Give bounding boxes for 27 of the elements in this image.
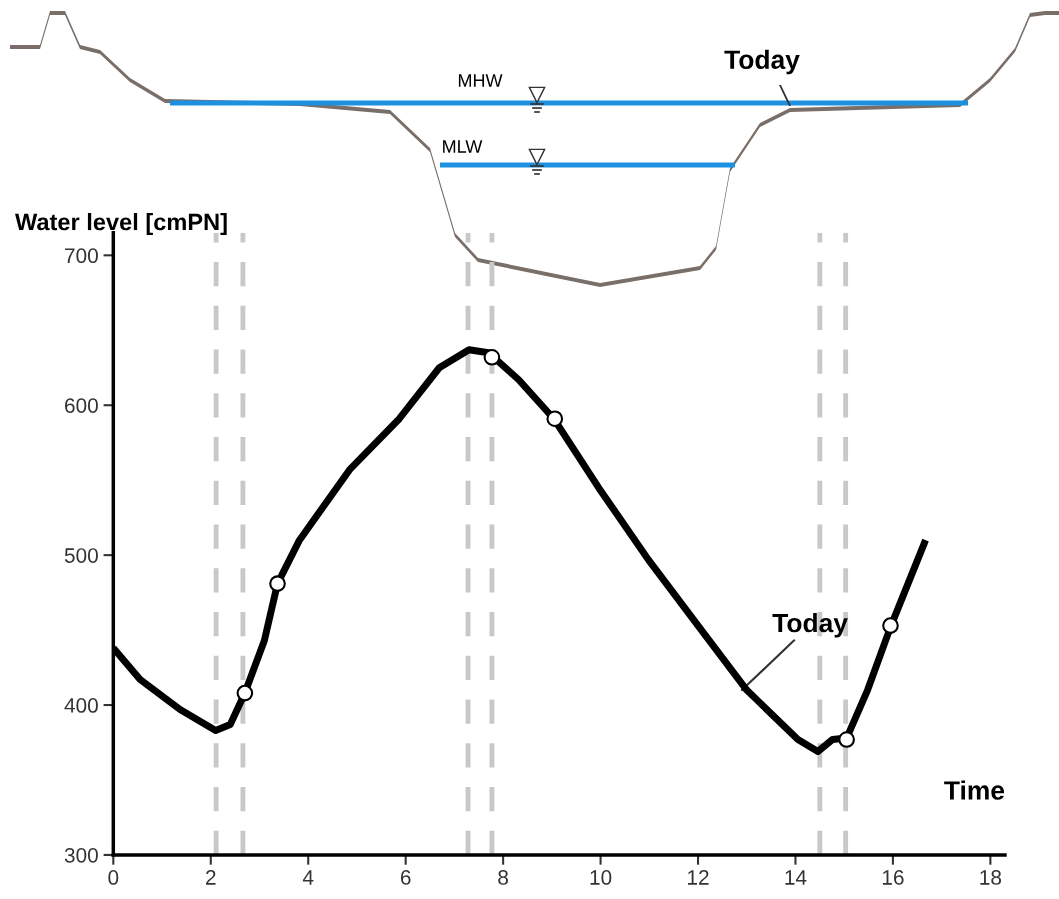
y-tick-label: 300 xyxy=(64,847,98,863)
y-tick-label: 600 xyxy=(65,398,98,413)
x-tick-label: 14 xyxy=(785,870,807,885)
annotation: Today xyxy=(772,612,848,638)
point xyxy=(546,410,564,428)
x-tick-label: 6 xyxy=(400,870,411,885)
x-tick-label: 8 xyxy=(498,870,509,885)
x-tick-label: 18 xyxy=(980,870,1002,885)
x-tick-label: 0 xyxy=(108,870,119,885)
y-tick-label: 500 xyxy=(64,548,98,563)
point xyxy=(838,731,855,748)
y-tick-label: 700 xyxy=(65,248,98,264)
x-tick-label: 12 xyxy=(688,870,709,885)
point xyxy=(483,348,501,366)
x-tick-label: 16 xyxy=(882,870,904,885)
x-tick-label: 4 xyxy=(302,870,314,885)
point xyxy=(882,617,899,634)
x-tick-label: 2 xyxy=(206,870,216,885)
x-tick-label: 10 xyxy=(590,870,612,885)
y-tick-label: 400 xyxy=(64,698,98,713)
point xyxy=(236,684,254,702)
y-axis-title: Water level [cmPN] xyxy=(15,212,227,235)
point xyxy=(269,575,286,592)
x-axis-title: Time xyxy=(944,780,1005,800)
text: Today xyxy=(724,49,800,75)
text: MLW xyxy=(443,140,483,153)
text: MHW xyxy=(458,74,503,87)
